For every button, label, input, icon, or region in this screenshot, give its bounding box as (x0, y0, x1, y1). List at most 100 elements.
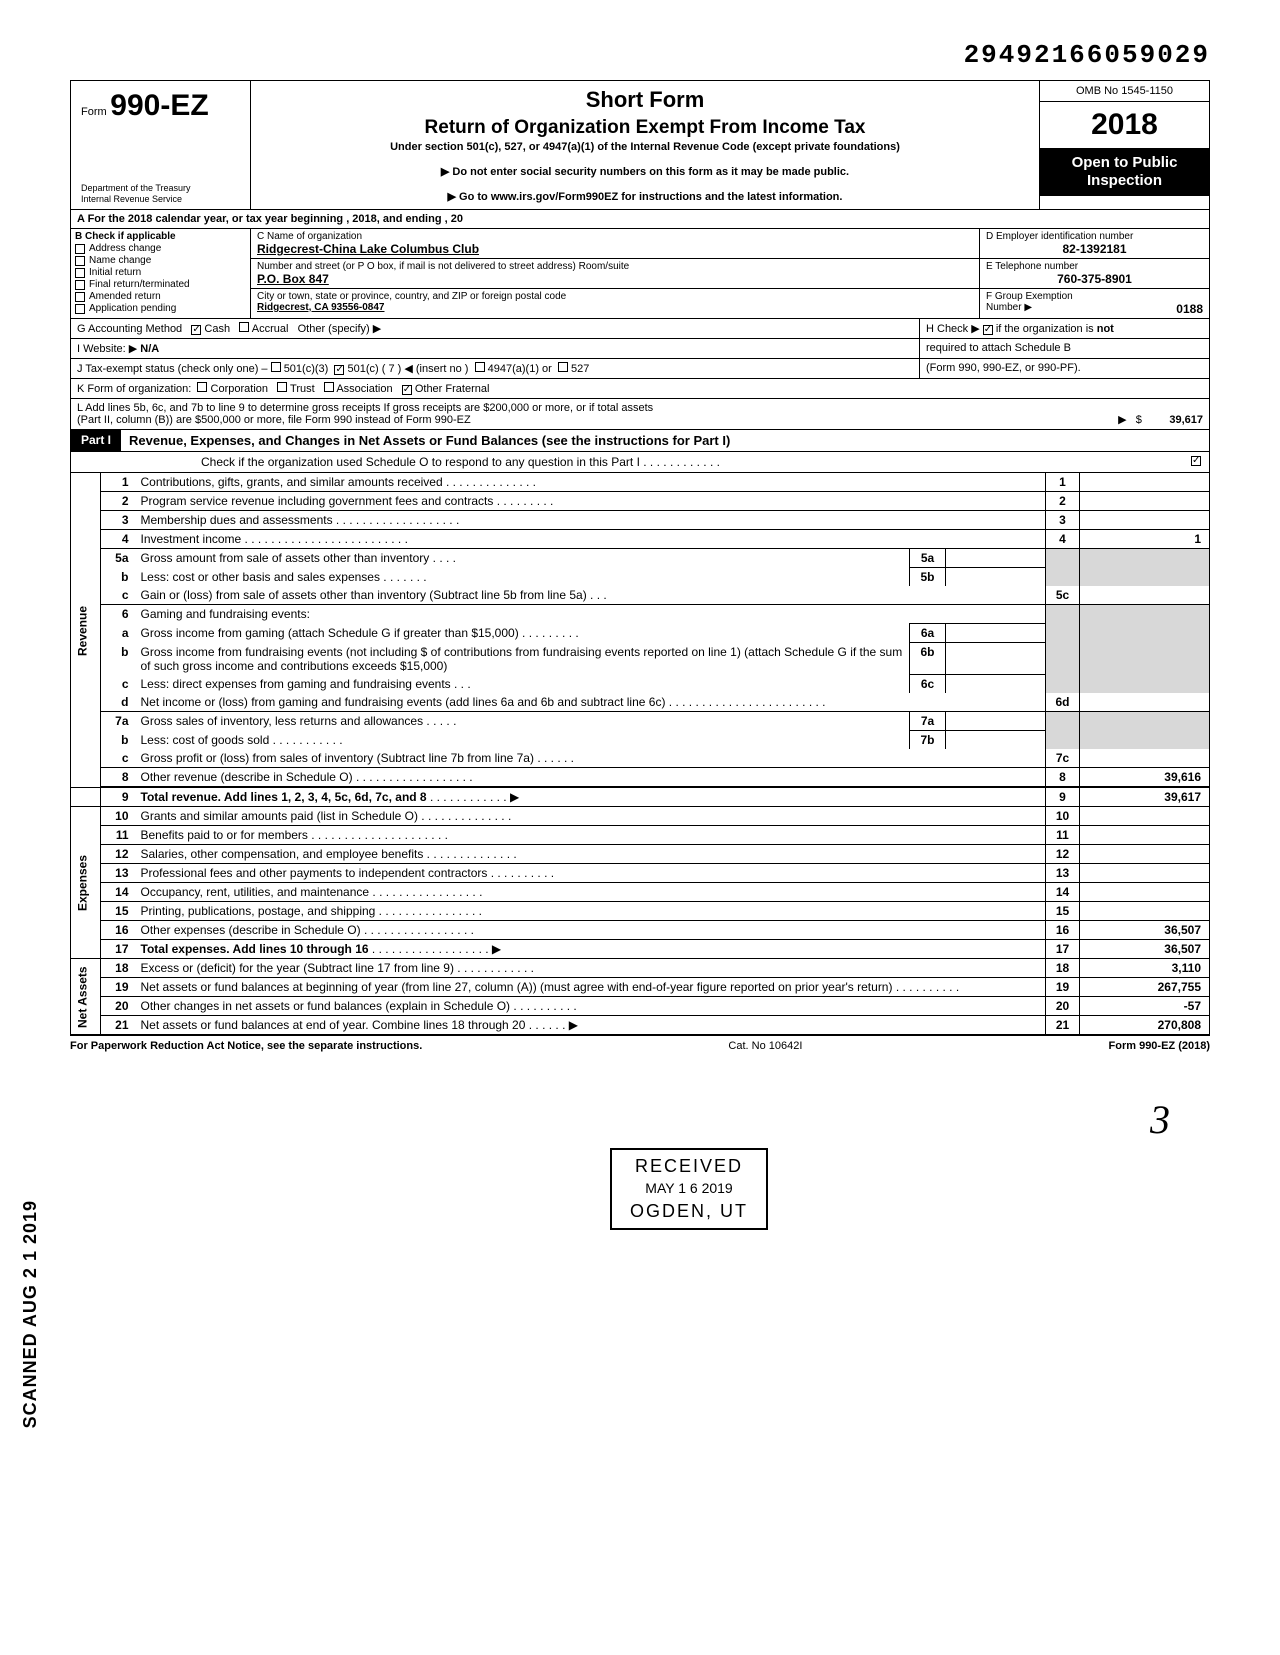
lbl-other-org: Other Fraternal (415, 383, 490, 395)
d-grp-label: F Group Exemption (986, 291, 1203, 302)
short-form-title: Short Form (261, 87, 1029, 113)
d-grp-label2: Number ▶ (986, 302, 1032, 316)
chk-501c[interactable] (334, 365, 344, 375)
line-7a: Gross sales of inventory, less returns a… (141, 714, 424, 728)
website: N/A (140, 343, 159, 355)
lbl-cash: Cash (204, 323, 230, 335)
line-16-val: 36,507 (1080, 921, 1210, 940)
lbl-association: Association (336, 383, 392, 395)
line-6c: Less: direct expenses from gaming and fu… (141, 677, 451, 691)
footer-left: For Paperwork Reduction Act Notice, see … (70, 1040, 422, 1052)
received-stamp: RECEIVED MAY 1 6 2019 OGDEN, UT (610, 1148, 768, 1230)
form-header: Form 990-EZ Department of the Treasury I… (70, 80, 1210, 210)
chk-amended-return[interactable] (75, 292, 85, 302)
chk-final-return[interactable] (75, 280, 85, 290)
lbl-accrual: Accrual (252, 323, 289, 335)
line-3: Membership dues and assessments (141, 513, 333, 527)
telephone: 760-375-8901 (986, 272, 1203, 286)
chk-not-required-schedb[interactable] (983, 325, 993, 335)
chk-other-org[interactable] (402, 385, 412, 395)
lbl-other-method: Other (specify) ▶ (298, 323, 382, 335)
arrow-line-1: ▶ Do not enter social security numbers o… (261, 165, 1029, 178)
lbl-name-change: Name change (89, 255, 151, 266)
line-6d: Net income or (loss) from gaming and fun… (141, 695, 666, 709)
line-14: Occupancy, rent, utilities, and maintena… (141, 885, 370, 899)
received-text: RECEIVED (630, 1154, 748, 1179)
side-revenue: Revenue (71, 473, 101, 787)
line-5a: Gross amount from sale of assets other t… (141, 551, 430, 565)
line-21: Net assets or fund balances at end of ye… (141, 1018, 526, 1032)
line-7c: Gross profit or (loss) from sales of inv… (141, 751, 534, 765)
h-label: H Check ▶ (926, 323, 983, 335)
h-line2: required to attach Schedule B (919, 339, 1209, 358)
chk-trust[interactable] (277, 382, 287, 392)
lbl-final-return: Final return/terminated (89, 279, 190, 290)
chk-527[interactable] (558, 362, 568, 372)
c-addr-label: Number and street (or P O box, if mail i… (257, 261, 973, 272)
sched-o-line: Check if the organization used Schedule … (70, 452, 1210, 473)
line-8-val: 39,616 (1080, 768, 1210, 788)
row-a: A For the 2018 calendar year, or tax yea… (70, 210, 1210, 229)
chk-accrual[interactable] (239, 322, 249, 332)
chk-name-change[interactable] (75, 256, 85, 266)
line-20: Other changes in net assets or fund bala… (141, 999, 511, 1013)
org-name: Ridgecrest-China Lake Columbus Club (257, 242, 973, 256)
k-label: K Form of organization: (77, 383, 191, 395)
line-2: Program service revenue including govern… (141, 494, 494, 508)
line-13: Professional fees and other payments to … (141, 866, 488, 880)
line-9-val: 39,617 (1080, 787, 1210, 807)
lbl-application-pending: Application pending (89, 303, 176, 314)
form-prefix: Form (81, 106, 107, 118)
j-label: J Tax-exempt status (check only one) – (77, 363, 268, 375)
part1-tag: Part I (71, 430, 121, 451)
chk-initial-return[interactable] (75, 268, 85, 278)
ein: 82-1392181 (986, 242, 1203, 256)
lbl-501c3: 501(c)(3) (284, 363, 329, 375)
chk-application-pending[interactable] (75, 304, 85, 314)
group-exemption: 0188 (1176, 302, 1203, 316)
lbl-4947: 4947(a)(1) or (488, 363, 552, 375)
line-18-val: 3,110 (1080, 959, 1210, 978)
l-line2: (Part II, column (B)) are $500,000 or mo… (77, 414, 653, 426)
omb-number: OMB No 1545-1150 (1040, 81, 1209, 102)
chk-4947[interactable] (475, 362, 485, 372)
g-label: G Accounting Method (77, 323, 182, 335)
return-title: Return of Organization Exempt From Incom… (261, 117, 1029, 139)
tax-year: 2018 (1040, 102, 1209, 148)
chk-501c3[interactable] (271, 362, 281, 372)
line-20-val: -57 (1080, 997, 1210, 1016)
org-city: Ridgecrest, CA 93556-0847 (257, 302, 973, 313)
line-19-val: 267,755 (1080, 978, 1210, 997)
line-17-val: 36,507 (1080, 940, 1210, 959)
chk-schedule-o[interactable] (1191, 456, 1201, 466)
form-number: 990-EZ (110, 89, 208, 122)
side-netassets: Net Assets (71, 959, 101, 1035)
line-4-val: 1 (1080, 530, 1210, 549)
part1-title: Revenue, Expenses, and Changes in Net As… (121, 430, 1209, 451)
d-tel-label: E Telephone number (986, 261, 1203, 272)
lbl-initial-return: Initial return (89, 267, 141, 278)
dept-line2: Internal Revenue Service (81, 194, 240, 205)
meta-rows: G Accounting Method Cash Accrual Other (… (70, 319, 1210, 399)
chk-address-change[interactable] (75, 244, 85, 254)
footer-right: Form 990-EZ (2018) (1109, 1040, 1210, 1052)
footer-mid: Cat. No 10642I (728, 1040, 802, 1052)
chk-corporation[interactable] (197, 382, 207, 392)
line-16: Other expenses (describe in Schedule O) (141, 923, 361, 937)
received-location: OGDEN, UT (630, 1199, 748, 1224)
d-ein-label: D Employer identification number (986, 231, 1203, 242)
line-15: Printing, publications, postage, and shi… (141, 904, 376, 918)
chk-cash[interactable] (191, 325, 201, 335)
lbl-501c: 501(c) ( 7 ) ◀ (insert no ) (348, 363, 469, 375)
line-1: Contributions, gifts, grants, and simila… (141, 475, 443, 489)
chk-association[interactable] (324, 382, 334, 392)
sched-o-text: Check if the organization used Schedule … (201, 455, 720, 469)
open-public-1: Open to Public (1044, 154, 1205, 172)
line-11: Benefits paid to or for members (141, 828, 308, 842)
line-6a: Gross income from gaming (attach Schedul… (141, 626, 519, 640)
l-amount: 39,617 (1169, 414, 1203, 426)
lbl-trust: Trust (290, 383, 315, 395)
line-4: Investment income (141, 532, 242, 546)
info-grid: B Check if applicable Address change Nam… (70, 229, 1210, 319)
line-7b: Less: cost of goods sold (141, 733, 270, 747)
